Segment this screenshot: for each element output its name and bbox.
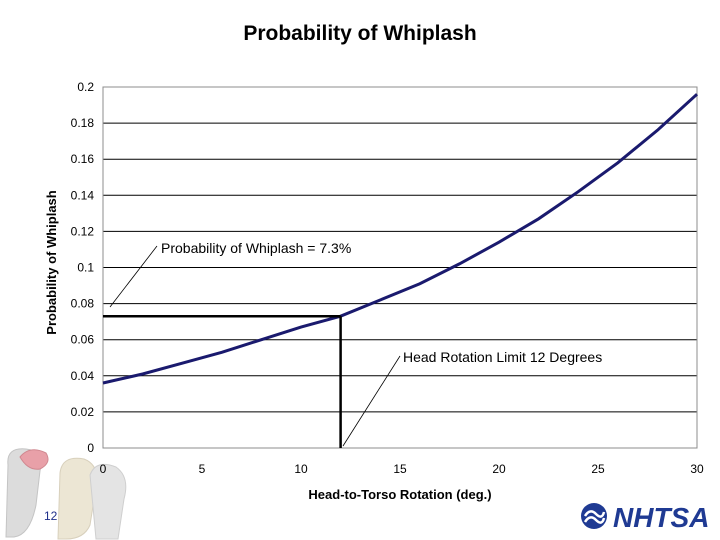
rotation-callout-line: [342, 355, 401, 447]
y-axis-label: Probability of Whiplash: [44, 190, 59, 335]
nhtsa-logo: NHTSA: [581, 502, 709, 533]
y-tick-label: 0: [87, 441, 94, 455]
probability-callout-line: [109, 245, 158, 308]
y-tick-label: 0.18: [71, 116, 95, 130]
logo-wordmark: NHTSA: [613, 502, 709, 533]
y-tick-label: 0.1: [77, 261, 94, 275]
probability-curve: [102, 93, 699, 385]
rotation-annotation: Head Rotation Limit 12 Degrees: [403, 349, 602, 365]
x-tick-label: 10: [294, 462, 308, 476]
y-tick-label: 0.08: [71, 297, 95, 311]
y-tick-label: 0.12: [71, 224, 95, 238]
y-tick-label: 0.14: [71, 188, 95, 202]
y-tick-label: 0.06: [71, 333, 95, 347]
x-tick-label: 15: [393, 462, 407, 476]
plot-area: [102, 86, 698, 449]
x-tick-label: 25: [591, 462, 605, 476]
y-tick-label: 0.16: [71, 152, 95, 166]
x-tick-label: 5: [199, 462, 206, 476]
y-axis-ticks: 0 0.02 0.04 0.06 0.08 0.1 0.12 0.14 0.16 0.18 0.2: [71, 80, 95, 455]
probability-annotation: Probability of Whiplash = 7.3%: [161, 240, 351, 256]
y-tick-label: 0.04: [71, 369, 95, 383]
seat-illustration: [5, 448, 127, 540]
x-axis-label: Head-to-Torso Rotation (deg.): [308, 487, 491, 502]
x-tick-label: 20: [492, 462, 506, 476]
y-tick-label: 0.2: [77, 80, 94, 94]
page-title: Probability of Whiplash: [243, 22, 477, 45]
x-axis-ticks: 0 5 10 15 20 25 30: [100, 462, 704, 476]
x-tick-label: 30: [690, 462, 704, 476]
y-tick-label: 0.02: [71, 405, 95, 419]
page-number: 12: [44, 509, 58, 523]
x-tick-label: 0: [100, 462, 107, 476]
gridlines: [103, 122, 697, 413]
